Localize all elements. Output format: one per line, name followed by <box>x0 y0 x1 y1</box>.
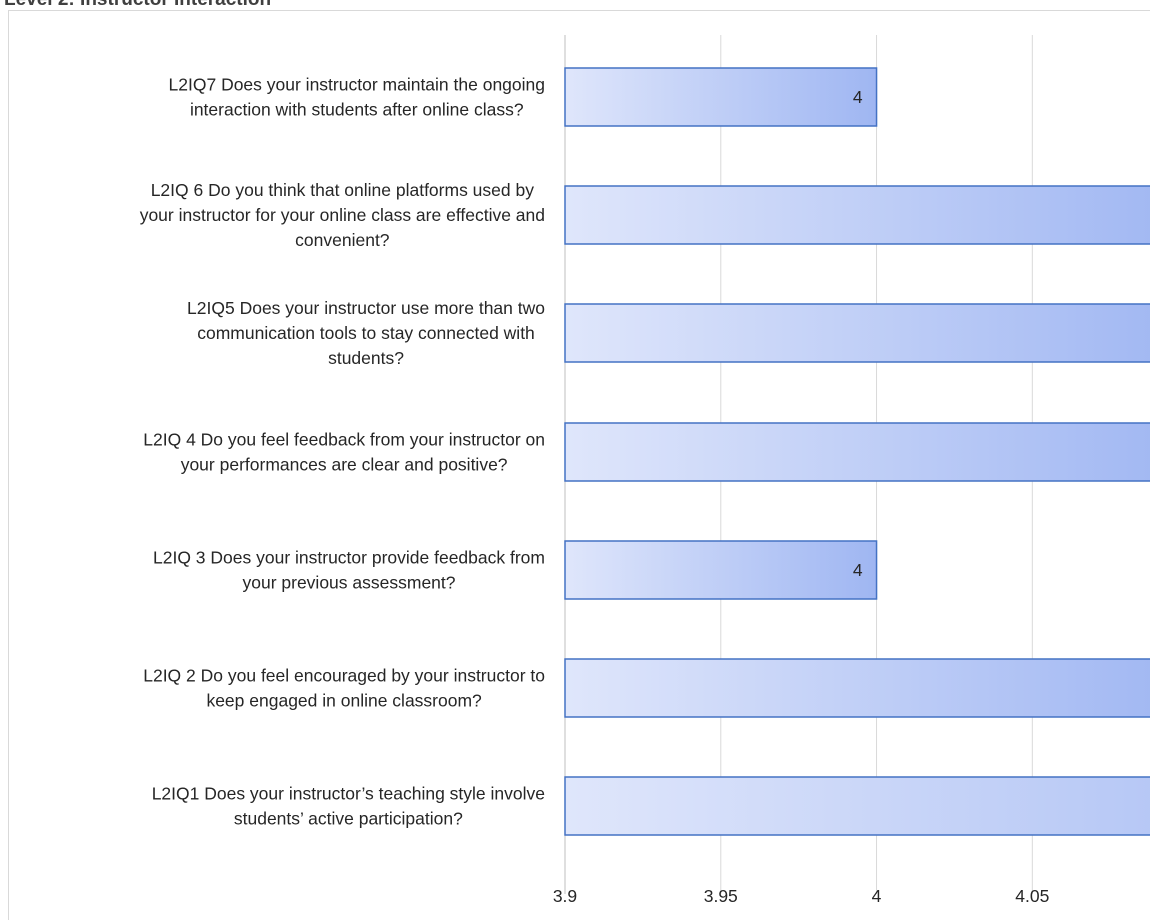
chart-frame <box>8 10 1150 920</box>
category-label: L2IQ 4 Do you feel feedback from your in… <box>143 430 545 475</box>
bar <box>564 185 1150 245</box>
category-label: L2IQ 2 Do you feel encouraged by your in… <box>143 666 545 711</box>
x-tick-label: 3.9 <box>553 886 577 906</box>
x-tick-label: 3.95 <box>704 886 738 906</box>
category-label: L2IQ1 Does your instructor’s teaching st… <box>152 784 545 829</box>
category-label: L2IQ7 Does your instructor maintain the … <box>169 75 545 120</box>
category-label: L2IQ5 Does your instructor use more than… <box>187 298 545 368</box>
category-label: L2IQ 3 Does your instructor provide feed… <box>153 548 545 593</box>
bar <box>564 67 878 127</box>
category-labels: L2IQ7 Does your instructor maintain the … <box>140 75 545 829</box>
bar <box>564 658 1150 718</box>
cut-off-chart-title: Level 2: Instructor Interaction <box>4 0 271 11</box>
bars <box>564 67 1150 836</box>
x-tick-label: 4 <box>872 886 882 906</box>
category-label: L2IQ 6 Do you think that online platform… <box>140 180 545 250</box>
bar <box>564 422 1150 482</box>
data-label: 4 <box>853 560 863 580</box>
bar <box>564 303 1150 363</box>
data-label: 4 <box>853 87 863 107</box>
x-tick-label: 4.05 <box>1015 886 1049 906</box>
bar <box>564 776 1150 836</box>
bar <box>564 540 878 600</box>
